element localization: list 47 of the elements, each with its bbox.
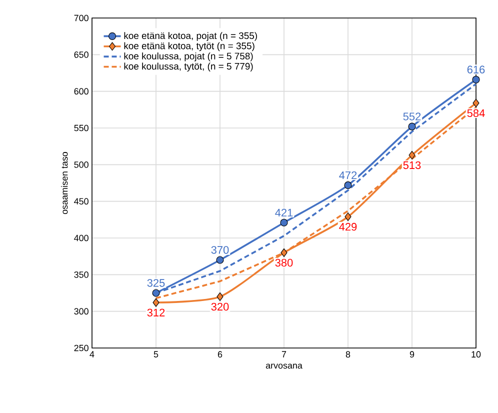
point — [344, 212, 352, 222]
y-axis-title: osaamisen taso — [61, 152, 68, 214]
x-tick-label: 6 — [218, 351, 222, 358]
x-tick-label: 8 — [346, 351, 350, 358]
x-tick-label: 5 — [154, 351, 158, 358]
point — [152, 289, 160, 297]
data-label: 320 — [211, 302, 229, 311]
y-tick-label: 550 — [74, 124, 88, 132]
y-tick-label: 300 — [74, 308, 88, 315]
x-tick-label: 9 — [410, 351, 414, 358]
x-tick-label: 7 — [282, 351, 286, 358]
y-tick-label: 450 — [74, 198, 88, 205]
legend-label: koe etänä kotoa, tytöt (n = 355) — [124, 42, 254, 52]
point — [472, 76, 480, 84]
y-tick-label: 500 — [74, 161, 88, 168]
x-axis-title: arvosana — [266, 364, 302, 369]
data-label: 513 — [403, 161, 421, 170]
data-label: 312 — [147, 308, 165, 316]
point — [344, 181, 352, 189]
y-tick-label: 250 — [74, 344, 88, 352]
point — [216, 292, 224, 301]
point — [408, 150, 416, 160]
data-label: 584 — [467, 109, 485, 118]
point — [152, 298, 160, 307]
data-label: 325 — [147, 279, 165, 287]
x-tick-label: 10 — [472, 351, 481, 358]
data-label: 370 — [211, 246, 229, 254]
data-label: 429 — [339, 222, 357, 231]
point — [280, 248, 288, 257]
y-tick-label: 400 — [74, 234, 88, 242]
data-label: 472 — [339, 171, 357, 180]
y-tick-label: 600 — [74, 88, 88, 95]
legend-label: koe koulussa, tytöt, (n = 5 779) — [124, 62, 253, 72]
data-label: 552 — [403, 112, 421, 120]
y-tick-label: 700 — [74, 14, 88, 22]
point — [472, 98, 480, 108]
legend-label: koe etänä kotoa, pojat (n = 355) — [124, 32, 257, 41]
data-label: 421 — [275, 208, 293, 216]
legend-label: koe koulussa, pojat (n = 5 758) — [124, 52, 253, 62]
y-tick-label: 350 — [74, 271, 88, 278]
data-label: 380 — [275, 258, 293, 267]
y-tick-label: 650 — [74, 51, 88, 58]
x-tick-label: 4 — [90, 351, 94, 358]
point — [408, 122, 416, 130]
data-label: 616 — [467, 66, 485, 74]
point — [280, 218, 288, 226]
point — [216, 256, 224, 264]
